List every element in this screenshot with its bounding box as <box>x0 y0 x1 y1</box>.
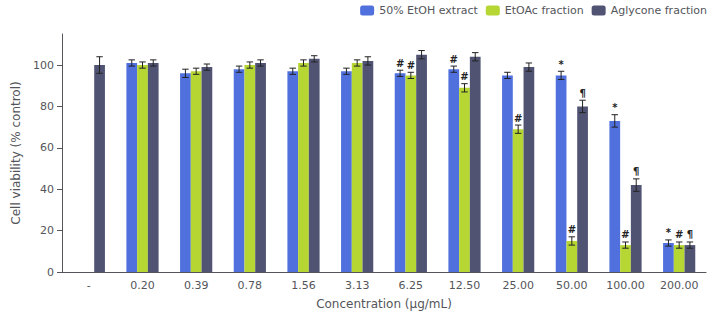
svg-text:80: 80 <box>40 100 54 113</box>
svg-text:#: # <box>396 58 404 69</box>
svg-text:50.00: 50.00 <box>556 279 588 292</box>
svg-text:#: # <box>407 60 415 71</box>
svg-text:Concentration (μg/mL): Concentration (μg/mL) <box>316 297 452 311</box>
svg-text:Cell viability (% control): Cell viability (% control) <box>9 81 23 224</box>
svg-text:40: 40 <box>40 183 54 196</box>
svg-text:#: # <box>675 229 683 240</box>
svg-text:#: # <box>460 71 468 82</box>
svg-text:Aglycone fraction: Aglycone fraction <box>611 4 707 17</box>
svg-text:0: 0 <box>47 266 54 279</box>
svg-text:#: # <box>514 113 522 124</box>
svg-text:¶: ¶ <box>687 229 693 240</box>
svg-text:0.20: 0.20 <box>130 279 155 292</box>
svg-text:-: - <box>87 279 91 292</box>
svg-text:*: * <box>612 102 618 113</box>
svg-text:25.00: 25.00 <box>502 279 534 292</box>
svg-text:1.56: 1.56 <box>291 279 316 292</box>
svg-text:*: * <box>558 59 564 70</box>
svg-text:12.50: 12.50 <box>449 279 481 292</box>
svg-text:20: 20 <box>40 224 54 237</box>
svg-text:EtOAc fraction: EtOAc fraction <box>505 4 584 17</box>
svg-text:3.13: 3.13 <box>345 279 370 292</box>
svg-text:100: 100 <box>33 59 54 72</box>
svg-text:#: # <box>621 229 629 240</box>
svg-text:200.00: 200.00 <box>660 279 699 292</box>
svg-text:¶: ¶ <box>579 88 585 99</box>
svg-text:6.25: 6.25 <box>399 279 424 292</box>
svg-text:0.78: 0.78 <box>238 279 263 292</box>
svg-text:¶: ¶ <box>633 166 639 177</box>
svg-text:#: # <box>568 224 576 235</box>
svg-text:#: # <box>450 54 458 65</box>
svg-text:60: 60 <box>40 141 54 154</box>
svg-text:*: * <box>666 227 672 238</box>
svg-text:50% EtOH extract: 50% EtOH extract <box>379 4 478 17</box>
svg-text:100.00: 100.00 <box>606 279 645 292</box>
svg-text:0.39: 0.39 <box>184 279 209 292</box>
